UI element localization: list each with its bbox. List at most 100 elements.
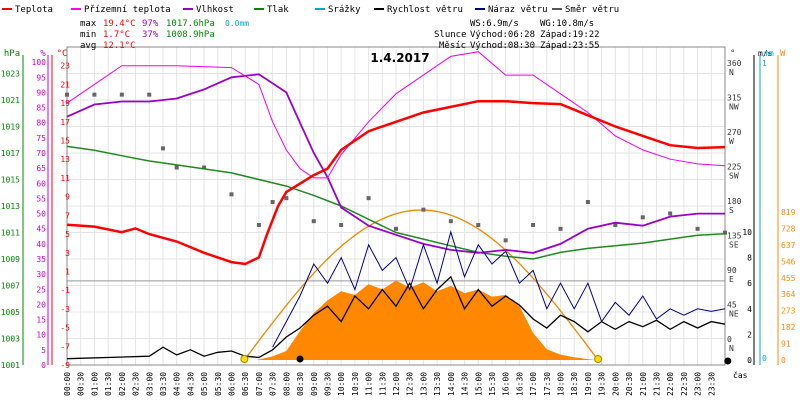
tick-x: 09:00 <box>310 372 319 396</box>
tick-pct: 80 <box>36 119 46 128</box>
tick-pct: 90 <box>36 88 46 97</box>
tick-x: 18:00 <box>557 372 566 396</box>
stat-label-max: max <box>80 19 97 29</box>
tick-x: 14:30 <box>461 372 470 396</box>
wind-direction-point <box>668 211 673 216</box>
tick-x: 01:30 <box>104 372 113 396</box>
tick-x: 23:30 <box>707 372 716 396</box>
tick-x: 12:30 <box>406 372 415 396</box>
tick-x: 05:00 <box>200 372 209 396</box>
tick-dir-compass: SW <box>729 172 739 181</box>
tick-pct: 100 <box>32 58 47 67</box>
wind-direction-point <box>256 223 261 227</box>
stat-label-avg: avg <box>80 41 96 51</box>
tick-pct: 70 <box>36 149 46 158</box>
tick-hpa: 1001 <box>1 361 20 370</box>
tick-x: 13:00 <box>419 372 428 396</box>
tick-dir-compass: NE <box>729 310 739 319</box>
info-moonset: Západ:23:55 <box>540 41 600 51</box>
wind-direction-point <box>448 219 453 224</box>
tick-pct: 85 <box>36 104 46 113</box>
legend-label-hum: Vlhkost <box>196 5 234 15</box>
tick-mm: 0 <box>762 354 767 363</box>
wind-direction-point <box>92 92 97 97</box>
tick-x: 07:00 <box>255 372 264 396</box>
tick-hpa: 1003 <box>1 335 20 344</box>
tick-dir: 45 <box>727 301 737 310</box>
wind-direction-point <box>311 219 316 224</box>
wind-direction-point <box>503 238 508 243</box>
tick-x: 20:00 <box>611 372 620 396</box>
tick-hpa: 1009 <box>1 255 20 264</box>
tick-hpa: 1019 <box>1 123 20 132</box>
tick-degc: -5 <box>60 324 70 333</box>
tick-pct: 40 <box>36 240 46 249</box>
tick-pct: 0 <box>41 361 46 370</box>
tick-hpa: 1011 <box>1 229 20 238</box>
tick-ms: 2 <box>747 330 752 339</box>
tick-dir-compass: W <box>729 137 734 146</box>
tick-x: 10:00 <box>337 372 346 396</box>
wind-direction-point <box>558 226 563 231</box>
tick-w: 455 <box>781 274 796 283</box>
wind-direction-point <box>229 192 234 197</box>
legend-label-rain: Srážky <box>328 5 361 15</box>
tick-dir: 0 <box>727 335 732 344</box>
wind-direction-point <box>394 226 398 231</box>
tick-hpa: 1015 <box>1 176 20 185</box>
wind-direction-point <box>695 226 700 231</box>
tick-hpa: 1013 <box>1 202 20 211</box>
wind-direction-point <box>147 92 152 97</box>
legend-label-wind: Rychlost větru <box>387 5 463 15</box>
tick-w: 182 <box>781 323 796 332</box>
tick-x: 01:00 <box>90 372 99 396</box>
info-ws: WS:6.9m/s <box>470 19 519 29</box>
info-wg: WG:10.8m/s <box>540 19 594 29</box>
tick-pct: 5 <box>41 346 46 355</box>
tick-x: 00:00 <box>63 372 72 396</box>
tick-w: 819 <box>781 208 796 217</box>
series-line-dew <box>66 51 726 179</box>
tick-dir-compass: S <box>729 206 734 215</box>
tick-dir-compass: NW <box>729 103 739 112</box>
tick-hpa: 1007 <box>1 282 20 291</box>
tick-x: 00:30 <box>77 372 86 396</box>
moonrise-marker <box>296 355 304 363</box>
tick-x: 04:30 <box>186 372 195 396</box>
tick-x: 22:00 <box>666 372 675 396</box>
wind-direction-point <box>270 200 275 204</box>
legend-label-press: Tlak <box>267 5 289 15</box>
tick-x: 12:00 <box>392 372 401 396</box>
tick-x: 10:30 <box>351 372 360 396</box>
tick-degc: -7 <box>60 342 70 351</box>
tick-x: 02:30 <box>132 372 141 396</box>
tick-degc: 19 <box>60 99 70 108</box>
wind-direction-point <box>723 230 727 235</box>
legend-label-dew: Přízemní teplota <box>84 5 171 15</box>
tick-w: 91 <box>781 340 791 349</box>
axis-label-ms: m/s <box>758 49 773 58</box>
tick-x: 08:30 <box>296 372 305 396</box>
tick-x: 16:00 <box>502 372 511 396</box>
tick-dir-compass: E <box>729 275 734 284</box>
wind-direction-point <box>421 207 426 212</box>
wind-direction-point <box>339 223 344 227</box>
tick-w: 728 <box>781 224 796 233</box>
tick-hpa: 1005 <box>1 308 20 317</box>
stat-max-press: 1017.6hPa <box>166 19 215 29</box>
tick-x: 04:00 <box>173 372 182 396</box>
wind-direction-point <box>366 196 371 201</box>
tick-pct: 65 <box>36 164 46 173</box>
tick-degc: 13 <box>60 155 70 164</box>
wind-direction-point <box>640 215 645 220</box>
info-moonrise: Východ:08:30 <box>470 41 535 51</box>
wind-direction-point <box>119 92 124 97</box>
tick-hpa: 1023 <box>1 70 20 79</box>
tick-w: 0 <box>781 356 786 365</box>
wind-direction-point <box>65 92 69 97</box>
series-line-wind <box>66 275 726 360</box>
stat-max-rain: 0.0mm <box>225 19 249 28</box>
tick-x: 07:30 <box>269 372 278 396</box>
wind-direction-point <box>174 165 179 170</box>
tick-x: 06:30 <box>241 372 250 396</box>
